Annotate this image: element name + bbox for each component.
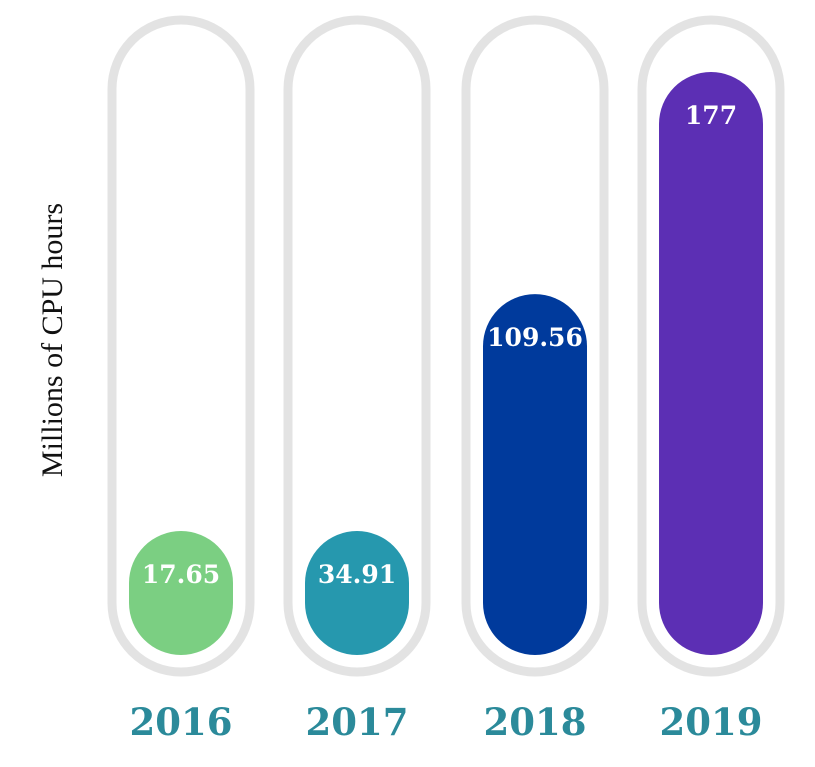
category-label-2017: 2017 (306, 700, 409, 744)
bar-track-2019 (637, 15, 785, 677)
category-label-2019: 2019 (660, 700, 763, 744)
y-axis-label: Millions of CPU hours (36, 203, 69, 477)
bar-track-2018 (461, 15, 609, 677)
bar-track-2017 (283, 15, 431, 677)
bar-2016 (129, 531, 233, 655)
data-label-2016: 17.65 (142, 560, 220, 589)
bar-2018 (483, 294, 587, 655)
category-label-2016: 2016 (130, 700, 233, 744)
data-label-2018: 109.56 (487, 323, 583, 352)
data-label-2017: 34.91 (318, 560, 396, 589)
bars-group: 17.65 2016 34.91 2017 109.56 2018 177 2019 (107, 15, 785, 744)
bar-track-2016 (107, 15, 255, 677)
data-label-2019: 177 (685, 101, 737, 130)
bar-2019 (659, 72, 763, 655)
category-label-2018: 2018 (484, 700, 587, 744)
bar-2017 (305, 531, 409, 655)
